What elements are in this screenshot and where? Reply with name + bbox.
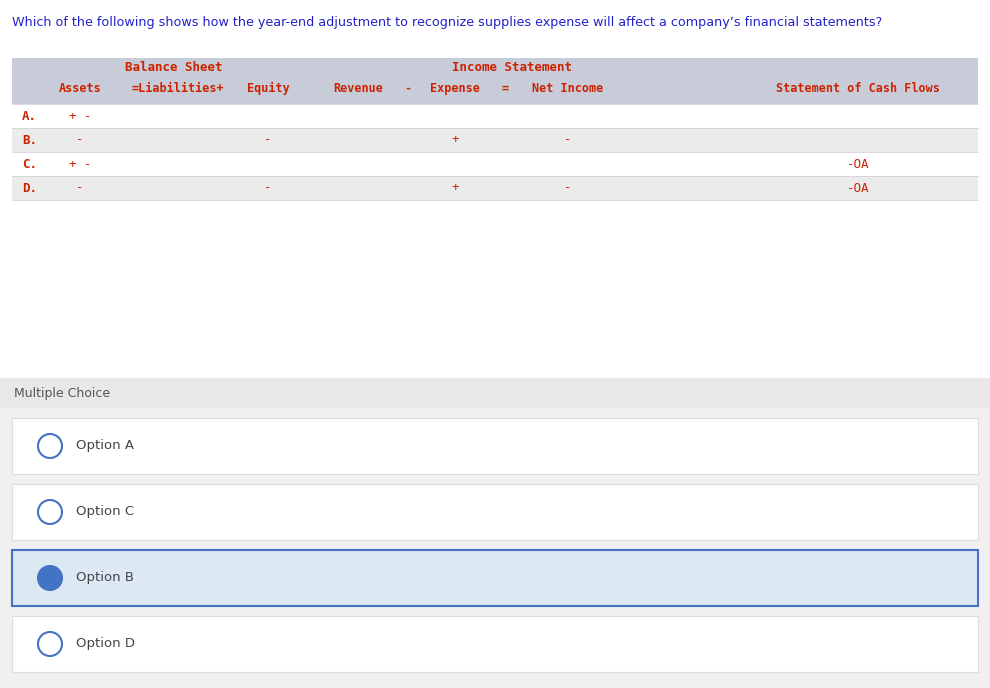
Text: -: -: [405, 82, 412, 95]
Text: +: +: [451, 182, 458, 195]
FancyBboxPatch shape: [12, 128, 978, 152]
FancyBboxPatch shape: [0, 378, 990, 408]
Text: =Liabilities+: =Liabilities+: [132, 82, 225, 95]
Text: -: -: [264, 182, 271, 195]
Text: C.: C.: [22, 158, 37, 171]
Text: + -: + -: [68, 109, 91, 122]
Text: A.: A.: [22, 109, 37, 122]
Text: Expense: Expense: [430, 82, 480, 95]
Text: -: -: [264, 133, 271, 147]
Text: Which of the following shows how the year-end adjustment to recognize supplies e: Which of the following shows how the yea…: [12, 16, 882, 29]
Circle shape: [38, 632, 62, 656]
Text: Statement of Cash Flows: Statement of Cash Flows: [776, 82, 940, 95]
FancyBboxPatch shape: [12, 104, 978, 128]
Text: D.: D.: [22, 182, 37, 195]
Text: Equity: Equity: [247, 82, 289, 95]
Text: Assets: Assets: [58, 82, 101, 95]
FancyBboxPatch shape: [0, 408, 990, 688]
Circle shape: [38, 566, 62, 590]
Text: Multiple Choice: Multiple Choice: [14, 387, 110, 400]
FancyBboxPatch shape: [12, 418, 978, 474]
FancyBboxPatch shape: [12, 616, 978, 672]
FancyBboxPatch shape: [12, 484, 978, 540]
Text: Option A: Option A: [76, 440, 134, 453]
Text: + -: + -: [68, 158, 91, 171]
Text: Net Income: Net Income: [533, 82, 604, 95]
Text: -OA: -OA: [846, 158, 869, 171]
Text: Balance Sheet: Balance Sheet: [126, 61, 223, 74]
FancyBboxPatch shape: [12, 176, 978, 200]
Text: Option B: Option B: [76, 572, 134, 585]
Text: -: -: [76, 182, 84, 195]
Circle shape: [38, 434, 62, 458]
Text: -: -: [564, 133, 572, 147]
Text: B.: B.: [22, 133, 37, 147]
Text: +: +: [451, 133, 458, 147]
Text: -: -: [76, 133, 84, 147]
Text: Option D: Option D: [76, 638, 135, 650]
Text: Revenue: Revenue: [333, 82, 383, 95]
Text: -: -: [564, 182, 572, 195]
FancyBboxPatch shape: [12, 152, 978, 176]
Text: Income Statement: Income Statement: [451, 61, 571, 74]
FancyBboxPatch shape: [12, 550, 978, 606]
Text: Option C: Option C: [76, 506, 134, 519]
Text: -OA: -OA: [846, 182, 869, 195]
FancyBboxPatch shape: [12, 58, 978, 104]
Text: =: =: [502, 82, 509, 95]
Circle shape: [38, 500, 62, 524]
